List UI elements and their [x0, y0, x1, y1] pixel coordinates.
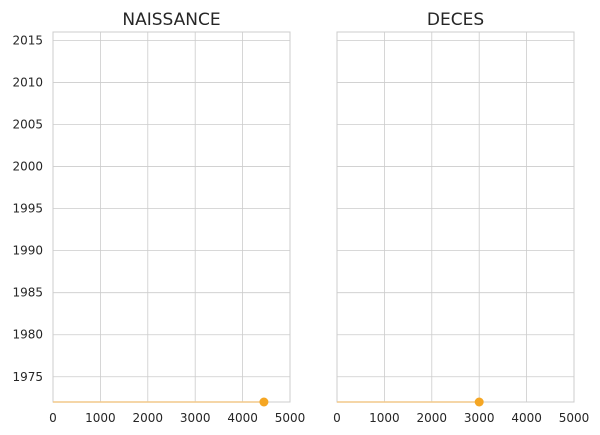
y-tick-label: 1995: [12, 202, 43, 216]
x-tick-label: 4000: [227, 411, 258, 425]
y-tick-label: 2015: [12, 33, 43, 47]
y-tick-label: 1985: [12, 286, 43, 300]
x-tick-label: 5000: [559, 411, 590, 425]
x-tick-label: 0: [49, 411, 57, 425]
x-tick-label: 1000: [369, 411, 400, 425]
x-tick-label: 3000: [180, 411, 211, 425]
panel-naissance: NAISSANCE 0 1000 2000 3000 4000 5000 1975 1980 1…: [12, 10, 305, 425]
plot-frame: [336, 31, 575, 403]
x-tick-label: 0: [333, 411, 341, 425]
panel-deces: DECES 0 1000 2000 3000 4000 5000: [333, 10, 589, 425]
y-tick-label: 2005: [12, 118, 43, 132]
y-tick-label: 2010: [12, 75, 43, 89]
x-tick-label: 4000: [511, 411, 542, 425]
x-tick-label: 3000: [464, 411, 495, 425]
plot-frame: [52, 31, 291, 403]
chart-title: DECES: [427, 10, 484, 30]
data-point: [474, 397, 484, 407]
x-tick-label: 2000: [133, 411, 164, 425]
y-tick-label: 1980: [12, 328, 43, 342]
chart-title: NAISSANCE: [122, 10, 220, 30]
y-tick-label: 1975: [12, 370, 43, 384]
x-tick-label: 2000: [417, 411, 448, 425]
x-tick-label: 5000: [275, 411, 306, 425]
data-point: [259, 397, 269, 407]
x-tick-label: 1000: [85, 411, 116, 425]
y-tick-label: 1990: [12, 244, 43, 258]
y-tick-label: 2000: [12, 160, 43, 174]
